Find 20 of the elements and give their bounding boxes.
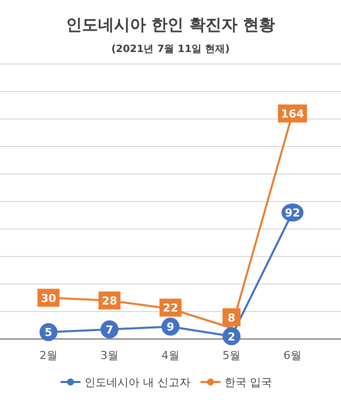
x-tick-label: 6월 — [284, 349, 302, 362]
legend-label: 한국 입국 — [224, 376, 272, 389]
x-tick-label: 2월 — [40, 349, 58, 362]
x-tick-label: 5월 — [222, 349, 240, 362]
chart-title: 인도네시아 한인 확진자 현황 — [66, 15, 275, 34]
x-tick-label: 4월 — [162, 349, 180, 362]
legend-item: 한국 입국 — [200, 376, 272, 389]
legend-label: 인도네시아 내 신고자 — [84, 376, 190, 389]
data-label: 9 — [166, 320, 174, 334]
chart-subtitle: (2021년 7월 11일 현재) — [111, 44, 230, 55]
data-label: 7 — [106, 323, 114, 336]
data-label: 8 — [228, 311, 236, 324]
data-label: 28 — [102, 294, 118, 308]
data-label: 2 — [228, 330, 236, 344]
data-label: 92 — [284, 206, 300, 220]
data-label: 5 — [44, 326, 52, 340]
legend-item: 인도네시아 내 신고자 — [60, 376, 190, 389]
data-label: 22 — [162, 302, 178, 315]
x-tick-label: 3월 — [100, 349, 118, 362]
data-label: 30 — [40, 292, 56, 305]
